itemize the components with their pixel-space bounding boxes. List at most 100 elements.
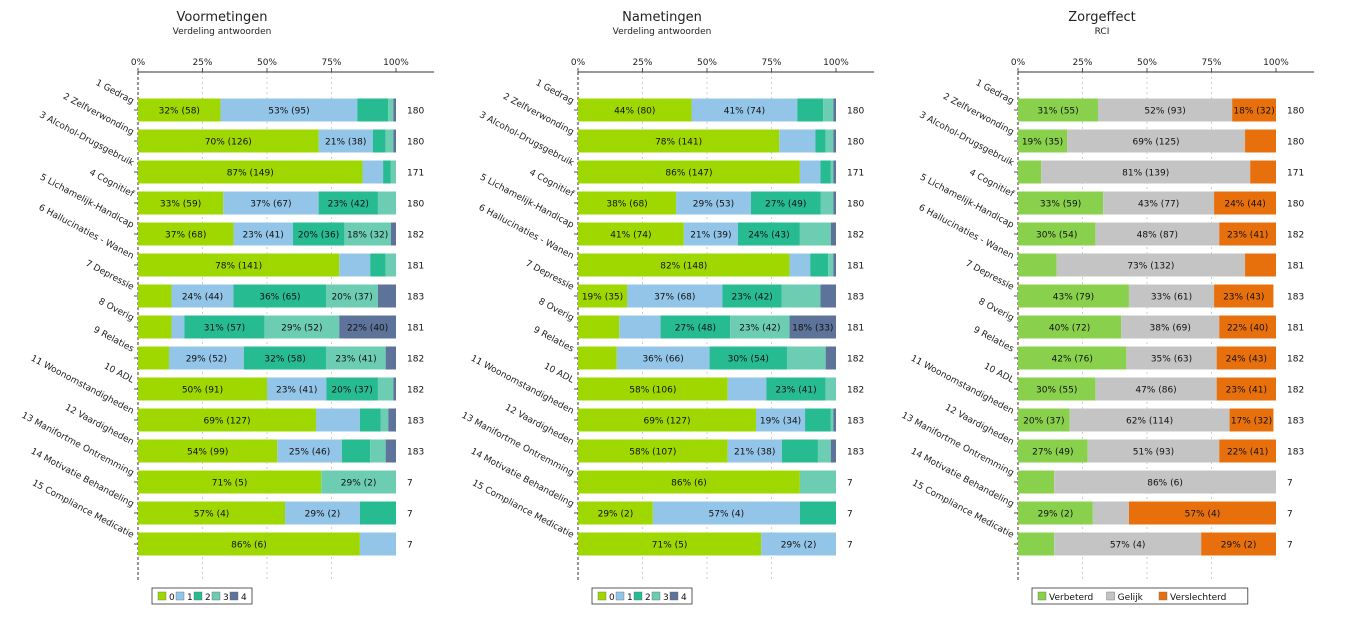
bar-data-label: 57% (4) [1185, 510, 1221, 520]
bar-data-label: 86% (6) [1147, 479, 1183, 489]
bar-segment [1219, 222, 1276, 246]
category-label: 10 ADL [102, 362, 135, 386]
bar-segment [578, 470, 800, 494]
bar-data-label: 32% (58) [159, 107, 200, 117]
bar-data-label: 29% (2) [341, 479, 377, 489]
bar-data-label: 23% (42) [328, 200, 369, 210]
x-tick-label: 75% [761, 58, 781, 68]
bar-segment [390, 160, 396, 184]
bar-data-label: 86% (147) [665, 169, 712, 179]
category-label: 7 Depressie [84, 259, 136, 293]
bar-segment [171, 315, 185, 339]
bar-segment [786, 346, 826, 370]
bar-segment [1092, 501, 1129, 525]
bar-segment [377, 191, 396, 215]
bar-segment [683, 222, 738, 246]
bar-segment [799, 222, 831, 246]
bar-segment [138, 346, 169, 370]
row-total-label: 180 [847, 200, 864, 210]
category-label: 9 Relaties [532, 325, 576, 355]
chart-subtitle: RCI [1095, 27, 1110, 37]
bar-data-label: 57% (4) [709, 510, 745, 520]
x-tick-label: 50% [697, 58, 717, 68]
legend-swatch [669, 591, 679, 601]
legend-label: 4 [241, 593, 247, 603]
bar-data-label: 22% (40) [347, 324, 388, 334]
bar-segment [810, 253, 829, 277]
legend-swatch [615, 591, 625, 601]
legend-label: 3 [663, 593, 669, 603]
bar-segment [1095, 377, 1217, 401]
bar-data-label: 69% (127) [643, 417, 690, 427]
bar-data-label: 37% (68) [654, 293, 695, 303]
category-label: 13 Manifortme Ontremming [20, 411, 136, 479]
bar-segment [138, 532, 360, 556]
x-tick-label: 100% [383, 58, 409, 68]
bar-segment [1245, 129, 1276, 153]
bar-data-label: 29% (2) [1221, 541, 1257, 551]
category-label: 14 Motivatie Behandeling [29, 447, 135, 510]
bar-segment [823, 98, 834, 122]
bar-data-label: 36% (66) [642, 355, 683, 365]
legend-swatch [1106, 591, 1115, 601]
bar-data-label: 20% (37) [1023, 417, 1064, 427]
row-total-label: 183 [407, 448, 424, 458]
bar-segment [168, 346, 244, 370]
bar-segment [370, 253, 386, 277]
bar-segment [820, 191, 834, 215]
bar-segment [830, 439, 836, 463]
category-label: 9 Relaties [92, 325, 136, 355]
bar-segment [380, 408, 389, 432]
bar-segment [1219, 439, 1276, 463]
bar-segment [578, 439, 728, 463]
bar-segment [828, 253, 834, 277]
bar-segment [321, 470, 396, 494]
chart-legend: 0 1 2 3 4 [591, 587, 693, 605]
bar-segment [833, 129, 836, 153]
bar-segment [578, 160, 800, 184]
chart-subtitle: Verdeling antwoorden [613, 27, 712, 37]
bar-segment [833, 191, 836, 215]
bar-segment [138, 377, 267, 401]
bar-data-label: 71% (5) [212, 479, 248, 489]
category-label: 10 ADL [982, 362, 1015, 386]
category-label: 4 Cognitief [967, 168, 1016, 200]
row-total-label: 182 [407, 386, 424, 396]
bar-data-label: 47% (86) [1135, 386, 1176, 396]
row-total-label: 171 [407, 169, 424, 179]
category-label: 8 Overig [537, 297, 576, 324]
bar-segment [727, 377, 767, 401]
x-tick-label: 75% [321, 58, 341, 68]
legend-label: 2 [645, 593, 651, 603]
category-label: 1 Gedrag [534, 78, 576, 106]
category-label: 6 Hallucinaties - Wanen [477, 203, 576, 262]
bar-segment [1018, 129, 1068, 153]
bar-data-label: 17% (32) [1231, 417, 1272, 427]
bar-segment [1229, 408, 1274, 432]
bar-segment [1232, 98, 1276, 122]
legend-swatch [1158, 591, 1168, 601]
bar-data-label: 53% (95) [268, 107, 309, 117]
bar-segment [326, 284, 378, 308]
bar-data-label: 30% (55) [1036, 386, 1077, 396]
bar-segment [1126, 346, 1217, 370]
bar-data-label: 29% (53) [693, 200, 734, 210]
bar-data-label: 58% (106) [629, 386, 676, 396]
legend-swatch [597, 591, 607, 601]
bar-segment [377, 377, 394, 401]
bar-segment [578, 284, 628, 308]
bar-segment [393, 98, 396, 122]
bar-segment [138, 501, 286, 525]
legend-label: Gelijk [1118, 593, 1144, 603]
bar-data-label: 82% (148) [660, 262, 707, 272]
legend-swatch [211, 591, 221, 601]
bar-segment [799, 501, 836, 525]
bar-segment [578, 191, 677, 215]
row-total-label: 183 [847, 448, 864, 458]
category-label: 4 Cognitief [87, 168, 136, 200]
bar-segment [1018, 315, 1122, 339]
bar-segment [243, 346, 327, 370]
bar-segment [326, 377, 378, 401]
